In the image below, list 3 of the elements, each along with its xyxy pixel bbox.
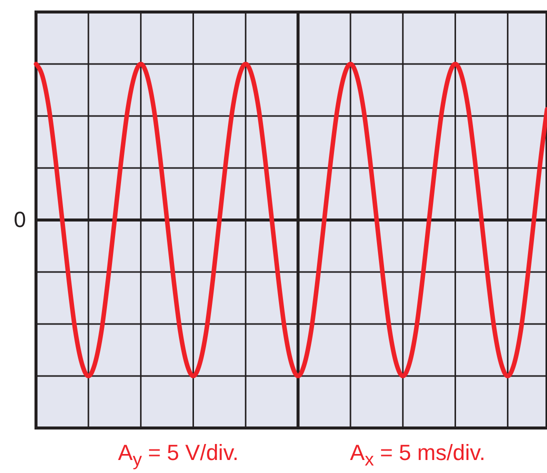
text: 0 bbox=[14, 207, 26, 232]
text: A$_{x}$ = 5 ms/div. bbox=[350, 440, 486, 470]
text: A$_{y}$ = 5 V/div. bbox=[118, 440, 239, 470]
